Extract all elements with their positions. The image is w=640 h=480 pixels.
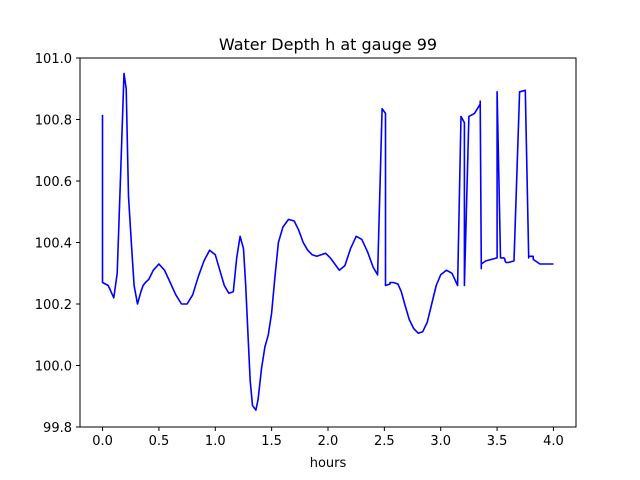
x-tick-label: 1.5 bbox=[261, 434, 282, 449]
x-tick-label: 1.0 bbox=[205, 434, 226, 449]
y-tick-label: 101.0 bbox=[35, 52, 72, 67]
x-tick-label: 3.0 bbox=[430, 434, 451, 449]
y-tick-label: 99.8 bbox=[43, 421, 72, 436]
x-axis: 0.0 0.5 1.0 1.5 2.0 2.5 3.0 3.5 4.0 bbox=[92, 427, 564, 449]
y-tick-label: 100.8 bbox=[35, 114, 72, 129]
y-tick-label: 100.6 bbox=[35, 175, 72, 190]
x-tick-label: 0.5 bbox=[149, 434, 170, 449]
x-axis-label: hours bbox=[310, 456, 347, 471]
chart-title: Water Depth h at gauge 99 bbox=[219, 35, 437, 54]
plot-frame bbox=[79, 57, 577, 428]
y-tick-label: 100.0 bbox=[35, 360, 72, 375]
y-tick-label: 100.2 bbox=[35, 298, 72, 313]
x-tick-label: 2.0 bbox=[318, 434, 339, 449]
series-line-0 bbox=[101, 72, 554, 411]
x-tick-label: 3.5 bbox=[487, 434, 508, 449]
x-tick-label: 0.0 bbox=[92, 434, 113, 449]
x-tick-label: 2.5 bbox=[374, 434, 395, 449]
y-tick-label: 100.4 bbox=[35, 237, 72, 252]
y-axis: 99.8 100.0 100.2 100.4 100.6 100.8 101.0 bbox=[35, 52, 80, 436]
plot-area bbox=[79, 57, 577, 428]
x-tick-label: 4.0 bbox=[543, 434, 564, 449]
